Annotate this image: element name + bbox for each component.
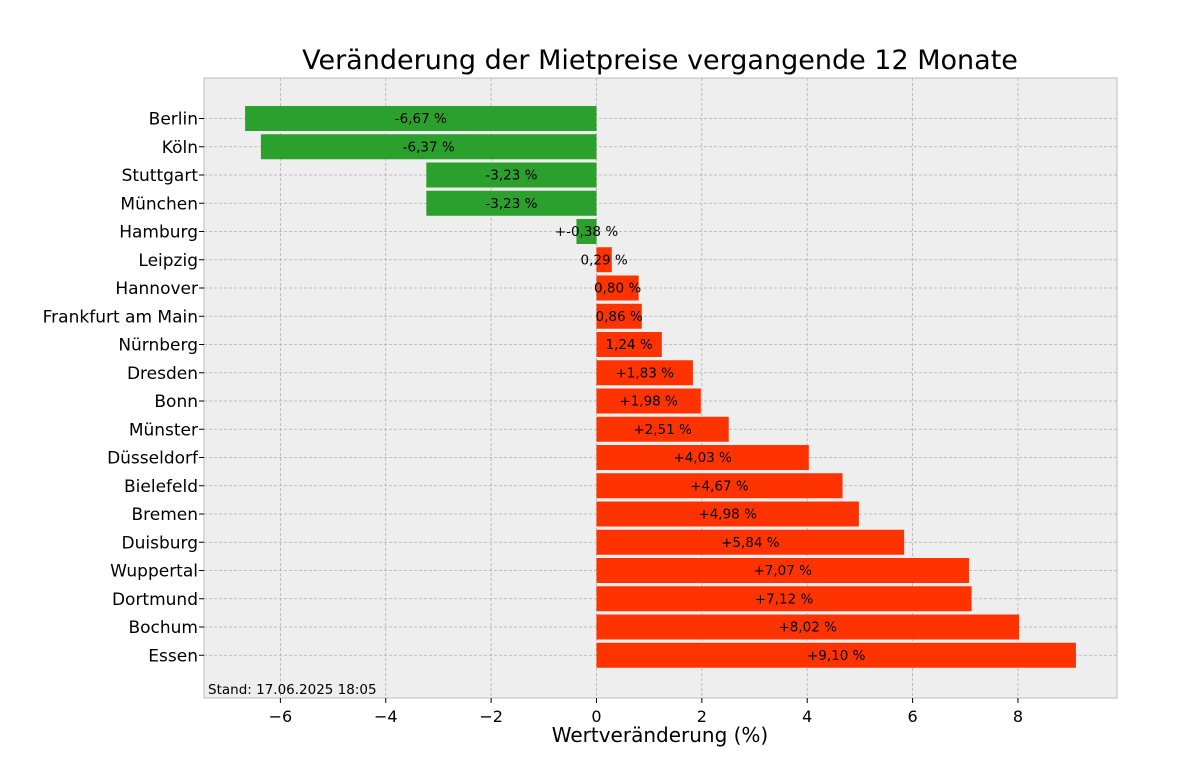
x-tick-label: 8 (1013, 707, 1023, 726)
category-label: Bonn (154, 392, 198, 412)
x-axis-label: Wertveränderung (%) (552, 723, 769, 747)
chart-title: Veränderung der Mietpreise vergangende 1… (302, 45, 1018, 76)
category-label: Berlin (149, 110, 198, 130)
bar-münchen (426, 190, 597, 216)
data-label: +8,02 % (778, 620, 837, 636)
bar-duisburg (596, 529, 905, 555)
category-label: Frankfurt am Main (43, 307, 198, 327)
bar-bonn (596, 388, 701, 414)
category-label: Bremen (131, 505, 198, 525)
bar-hamburg (576, 219, 597, 244)
bar-berlin (245, 106, 597, 131)
bar-bremen (596, 501, 859, 527)
x-tick-label: 6 (907, 707, 917, 726)
category-label: Nürnberg (118, 336, 198, 356)
bar-bielefeld (596, 473, 843, 499)
data-label: 0,86 % (596, 309, 643, 325)
bar-dresden (596, 360, 693, 386)
x-tick-label: 4 (802, 707, 812, 726)
category-label: Essen (148, 646, 198, 666)
data-label: -3,23 % (485, 168, 537, 184)
bar-bochum (596, 614, 1020, 640)
data-labels: -6,67 % -6,37 % -3,23 % -3,23 % +-0,38 % 0,29… (395, 111, 866, 664)
data-label: +7,12 % (755, 591, 814, 607)
bar-hannover (596, 275, 639, 301)
data-label: 0,80 % (594, 281, 641, 297)
category-label: Hannover (115, 279, 198, 299)
y-axis-ticks: Berlin Köln Stuttgart München Hamburg Leipzig… (43, 110, 204, 666)
x-tick-label: −2 (479, 707, 503, 726)
x-tick-label: 0 (591, 707, 601, 726)
bar-düsseldorf (596, 445, 809, 470)
bar-köln (260, 134, 597, 160)
bar-leipzig (596, 247, 612, 273)
category-label: Bielefeld (124, 477, 198, 497)
category-label: München (120, 194, 198, 214)
bar-wuppertal (596, 558, 969, 583)
data-label: +4,67 % (690, 478, 749, 494)
x-tick-label: 2 (697, 707, 707, 726)
data-label: +5,84 % (721, 535, 780, 551)
bar-nürnberg (596, 332, 662, 357)
data-label: +1,98 % (619, 394, 678, 410)
data-label: +2,51 % (633, 422, 692, 438)
category-label: Hamburg (119, 223, 198, 243)
bar-dortmund (596, 586, 972, 612)
data-label: +7,07 % (753, 563, 812, 579)
bar-stuttgart (426, 162, 597, 188)
category-label: Düsseldorf (107, 449, 199, 469)
category-label: Wuppertal (110, 562, 198, 582)
bar-essen (596, 642, 1076, 668)
category-label: Köln (162, 138, 198, 158)
data-label: +-0,38 % (555, 224, 619, 240)
category-label: Stuttgart (122, 166, 199, 186)
data-label: +4,98 % (698, 507, 757, 523)
bar-münster (596, 416, 729, 442)
data-label: +4,03 % (673, 450, 732, 466)
category-label: Dresden (127, 364, 198, 384)
data-label: +9,10 % (807, 648, 866, 664)
x-tick-label: −6 (269, 707, 293, 726)
data-label: -3,23 % (485, 196, 537, 212)
x-axis-ticks: −6 −4 −2 0 2 4 6 8 (269, 698, 1023, 726)
data-label: 1,24 % (606, 337, 653, 353)
data-label: 0,29 % (581, 252, 628, 268)
data-label: -6,67 % (395, 111, 447, 127)
category-label: Bochum (128, 618, 198, 638)
data-label: +1,83 % (615, 365, 674, 381)
x-tick-label: −4 (374, 707, 398, 726)
data-label: -6,37 % (403, 139, 455, 155)
category-label: Leipzig (138, 251, 198, 271)
plot-frame (203, 77, 1118, 699)
category-label: Duisburg (122, 533, 199, 553)
timestamp-annotation: Stand: 17.06.2025 18:05 (208, 682, 377, 698)
category-label: Dortmund (112, 590, 198, 610)
bar-frankfurt-am-main (596, 303, 642, 329)
category-label: Münster (129, 420, 198, 440)
bars (245, 106, 1076, 668)
